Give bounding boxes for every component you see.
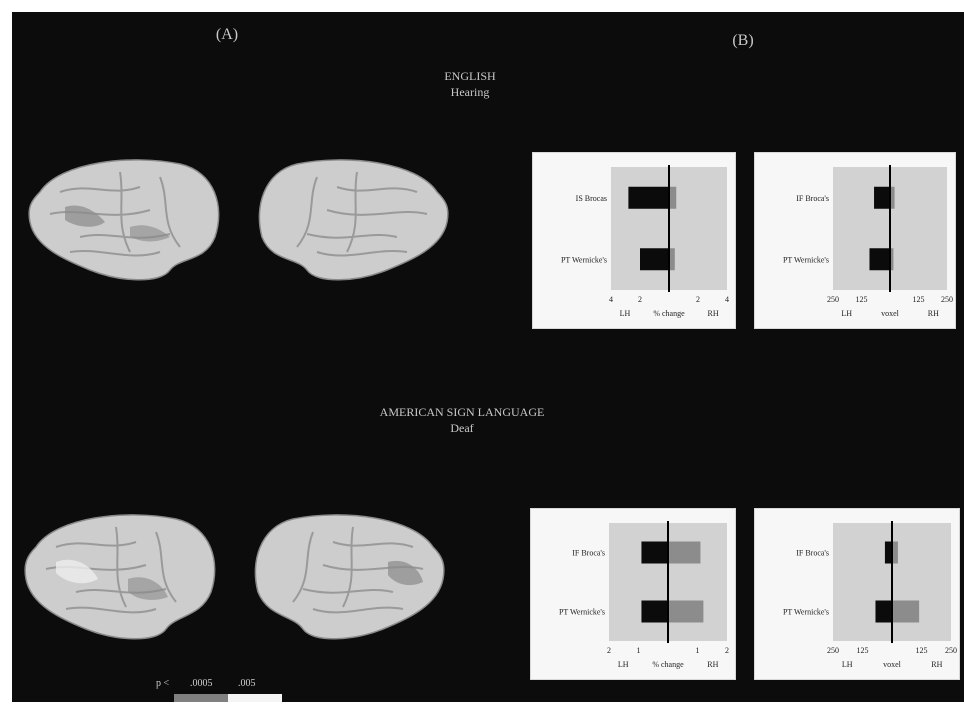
bar-right-hemisphere [890, 186, 895, 209]
legend-swatch-light [228, 694, 282, 702]
panel-b-label: (B) [732, 32, 754, 49]
x-axis-label: % change [652, 660, 684, 669]
tick-label: 4 [725, 295, 729, 304]
x-axis-label: RH [931, 660, 942, 669]
brain-right-hemisphere-english [258, 159, 449, 281]
bar-right-hemisphere [892, 600, 920, 623]
bar-right-hemisphere [669, 186, 677, 209]
bar-right-hemisphere [892, 541, 898, 564]
tick-label: 125 [857, 646, 869, 655]
bar-left-hemisphere [884, 541, 892, 564]
chart-asl-voxels: IF Broca's PT Wernicke's 250 125 125 250 LH vox… [754, 508, 960, 680]
brain-left-hemisphere-english [28, 159, 220, 281]
x-axis-label: LH [842, 660, 853, 669]
brain-left-hemisphere-asl [24, 514, 216, 640]
bar-left-hemisphere [628, 186, 669, 209]
tick-label: 250 [827, 295, 839, 304]
bar-left-hemisphere [641, 541, 668, 564]
legend-value-1: .0005 [190, 678, 213, 689]
tick-label: 125 [856, 295, 868, 304]
tick-label: 125 [913, 295, 925, 304]
x-axis-label: LH [841, 309, 852, 318]
bar-right-hemisphere [890, 248, 894, 271]
bar-left-hemisphere [641, 600, 668, 623]
x-axis-label: LH [620, 309, 631, 318]
condition-1-language: ENGLISH [444, 69, 496, 83]
condition-2-group: Deaf [450, 421, 474, 435]
panel-a-label: (A) [215, 26, 239, 43]
tick-label: 250 [945, 646, 957, 655]
row-label: IF Broca's [572, 549, 605, 558]
x-axis-label: voxel [881, 309, 900, 318]
tick-label: 1 [696, 646, 700, 655]
tick-label: 2 [607, 646, 611, 655]
chart-english-percent-change: IS Brocas PT Wernicke's 4 2 2 4 LH % change RH [532, 152, 736, 329]
chart-asl-percent-change: IF Broca's PT Wernicke's 2 1 1 2 LH % change RH [530, 508, 736, 680]
bar-left-hemisphere [869, 248, 890, 271]
x-axis-label: voxel [883, 660, 902, 669]
tick-label: 2 [696, 295, 700, 304]
tick-label: 1 [637, 646, 641, 655]
row-label: IS Brocas [576, 194, 607, 203]
condition-1-title: ENGLISH Hearing [380, 68, 560, 100]
condition-2-title: AMERICAN SIGN LANGUAGE Deaf [312, 404, 612, 436]
tick-label: 4 [609, 295, 613, 304]
row-label: IF Broca's [796, 549, 829, 558]
x-axis-label: RH [707, 660, 718, 669]
x-axis-label: RH [708, 309, 719, 318]
tick-label: 2 [725, 646, 729, 655]
x-axis-label: RH [928, 309, 939, 318]
row-label: PT Wernicke's [783, 255, 829, 264]
tick-label: 250 [941, 295, 953, 304]
bar-right-hemisphere [668, 541, 701, 564]
bar-right-hemisphere [669, 248, 675, 271]
bar-left-hemisphere [875, 600, 892, 623]
row-label: PT Wernicke's [561, 255, 607, 264]
x-axis-label: % change [653, 309, 685, 318]
legend-p-label: p < [156, 678, 170, 689]
bar-right-hemisphere [668, 600, 704, 623]
figure-panel: (A) (B) ENGLISH Hearing AMERICAN SIGN LA… [12, 12, 964, 702]
tick-label: 125 [916, 646, 928, 655]
legend-swatch-dark [174, 694, 228, 702]
chart-english-voxels: IF Broca's PT Wernicke's 250 125 125 250 LH vox… [754, 152, 956, 329]
row-label: IF Broca's [796, 194, 829, 203]
bar-left-hemisphere [874, 186, 890, 209]
legend-value-2: .005 [238, 678, 256, 689]
bar-left-hemisphere [640, 248, 669, 271]
brain-right-hemisphere-asl [254, 514, 445, 640]
row-label: PT Wernicke's [559, 608, 605, 617]
condition-1-group: Hearing [450, 85, 490, 99]
condition-2-language: AMERICAN SIGN LANGUAGE [379, 405, 545, 419]
tick-label: 2 [638, 295, 642, 304]
x-axis-label: LH [618, 660, 629, 669]
tick-label: 250 [827, 646, 839, 655]
row-label: PT Wernicke's [783, 608, 829, 617]
